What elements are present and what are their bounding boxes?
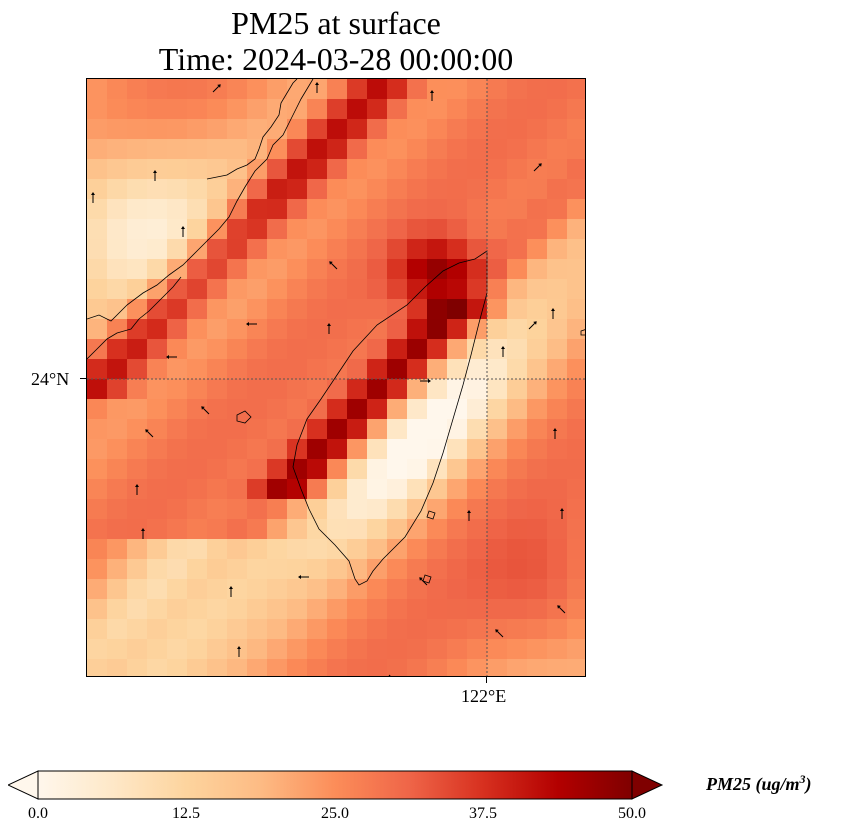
wind-vectors [91,82,566,676]
island-orchid [422,574,432,584]
map-timestamp: Time: 2024-03-28 00:00:00 [158,41,514,77]
lat-tick [80,378,86,379]
colorbar-gradient [37,770,633,800]
mainland-coastline-south [87,276,182,360]
colorbar-min-extend [8,770,39,800]
island-green [426,510,436,520]
map-title: PM25 at surface [231,5,441,41]
pm25-grid-cells [87,79,585,676]
island-penghu [236,410,252,424]
pm25-field [87,79,585,676]
colorbar [8,770,664,800]
colorbar-tick-1: 12.5 [172,805,200,822]
island-yonaguni [580,329,585,336]
colorbar-label: PM25 (ug/m3) [706,772,812,794]
taiwan-coastline [292,250,488,586]
colorbar-tick-2: 25.0 [321,805,349,822]
colorbar-tick-4: 50.0 [618,805,646,822]
colorbar-max-extend [631,770,664,800]
pm25-map[interactable] [86,78,586,677]
colorbar-tick-3: 37.5 [469,805,497,822]
mainland-coastline [87,79,314,322]
mainland-coastline-inner [206,79,298,180]
lon-tick [486,677,487,683]
lon-tick-label: 122°E [461,686,507,706]
colorbar-tick-0: 0.0 [28,805,48,822]
lat-tick-label: 24°N [31,369,70,389]
